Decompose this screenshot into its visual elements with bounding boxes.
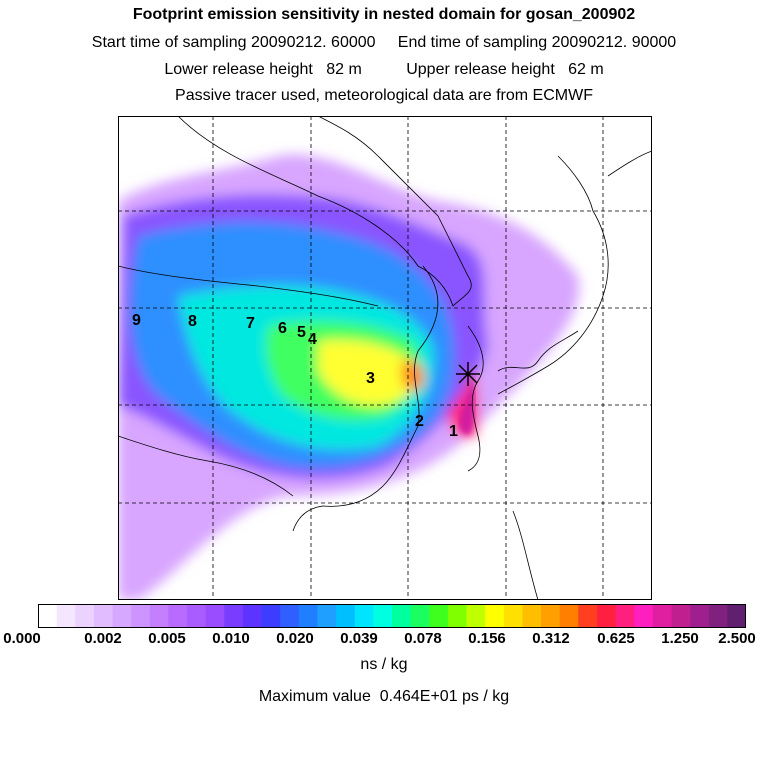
plot-title: Footprint emission sensitivity in nested… xyxy=(132,6,636,23)
colorbar-swatch xyxy=(168,604,188,628)
colorbar-tick-11: 2.500 xyxy=(718,630,756,647)
map-label-3: 3 xyxy=(366,370,375,387)
colorbar-swatch xyxy=(652,604,672,628)
coastlines xyxy=(118,116,652,600)
colorbar-swatch xyxy=(75,604,95,628)
colorbar-swatch xyxy=(596,604,617,628)
colorbar-swatch xyxy=(634,604,654,628)
maximum-value-text: Maximum value 0.464E+01 ps / kg xyxy=(258,688,510,705)
colorbar-tick-3: 0.010 xyxy=(212,630,250,647)
colorbar-swatch xyxy=(93,604,114,628)
map-label-7: 7 xyxy=(246,315,255,332)
colorbar-swatch xyxy=(261,604,281,628)
release-height-line: Lower release height 82 m Upper release … xyxy=(164,61,604,78)
colorbar-swatch xyxy=(690,604,710,628)
colorbar-swatch xyxy=(522,604,542,628)
colorbar-swatch xyxy=(708,604,728,628)
colorbar-tick-10: 1.250 xyxy=(661,630,699,647)
colorbar-tick-8: 0.312 xyxy=(532,630,570,647)
map-label-5: 5 xyxy=(297,324,306,341)
colorbar-tick-5: 0.039 xyxy=(340,630,378,647)
colorbar-tick-0: 0.000 xyxy=(3,630,41,647)
colorbar-swatch xyxy=(224,604,244,628)
colorbar-swatch xyxy=(149,604,169,628)
colorbar-swatch xyxy=(112,604,132,628)
colorbar-units: ns / kg xyxy=(360,656,408,673)
colorbar-swatch xyxy=(205,604,225,628)
colorbar-swatch xyxy=(392,604,412,628)
site-marker-icon xyxy=(456,362,480,386)
colorbar-swatch xyxy=(373,604,393,628)
colorbar-tick-7: 0.156 xyxy=(468,630,506,647)
colorbar-swatch xyxy=(317,604,337,628)
map-label-8: 8 xyxy=(188,313,197,330)
colorbar-swatch xyxy=(485,604,505,628)
colorbar-swatch xyxy=(541,604,561,628)
colorbar-swatch xyxy=(354,604,374,628)
colorbar-frame xyxy=(38,604,746,628)
colorbar-swatch xyxy=(298,604,318,628)
colorbar-swatch xyxy=(187,604,207,628)
colorbar-swatch xyxy=(503,604,523,628)
colorbar-swatch xyxy=(466,604,486,628)
colorbar-tick-6: 0.078 xyxy=(404,630,442,647)
colorbar-swatch xyxy=(559,604,579,628)
colorbar-swatch xyxy=(727,604,746,628)
colorbar-swatch xyxy=(38,604,58,628)
colorbar-tick-9: 0.625 xyxy=(597,630,635,647)
colorbar-tick-4: 0.020 xyxy=(276,630,314,647)
map-label-6: 6 xyxy=(278,320,287,337)
colorbar-swatch xyxy=(671,604,691,628)
footprint-field xyxy=(118,154,580,600)
colorbar-swatch xyxy=(242,604,263,628)
map-label-4: 4 xyxy=(308,331,317,348)
colorbar-swatch xyxy=(615,604,635,628)
colorbar-swatch xyxy=(447,604,468,628)
colorbar-swatch xyxy=(410,604,430,628)
colorbar-swatch xyxy=(56,604,76,628)
colorbar-swatch xyxy=(280,604,300,628)
sampling-time-line: Start time of sampling 20090212. 60000 E… xyxy=(91,34,677,51)
colorbar-swatch xyxy=(578,604,598,628)
colorbar xyxy=(38,604,746,628)
colorbar-tick-1: 0.002 xyxy=(84,630,122,647)
map-label-1: 1 xyxy=(449,423,458,440)
lat-lon-grid xyxy=(118,116,652,600)
tracer-info-line: Passive tracer used, meteorological data… xyxy=(175,87,593,104)
map-label-2: 2 xyxy=(415,413,424,430)
colorbar-swatch xyxy=(131,604,151,628)
footprint-map: 1 2 3 4 5 6 7 8 9 xyxy=(118,116,652,600)
colorbar-tick-2: 0.005 xyxy=(148,630,186,647)
map-label-9: 9 xyxy=(132,312,141,329)
map-frame xyxy=(118,116,652,600)
colorbar-swatch xyxy=(336,604,356,628)
colorbar-swatch xyxy=(429,604,449,628)
